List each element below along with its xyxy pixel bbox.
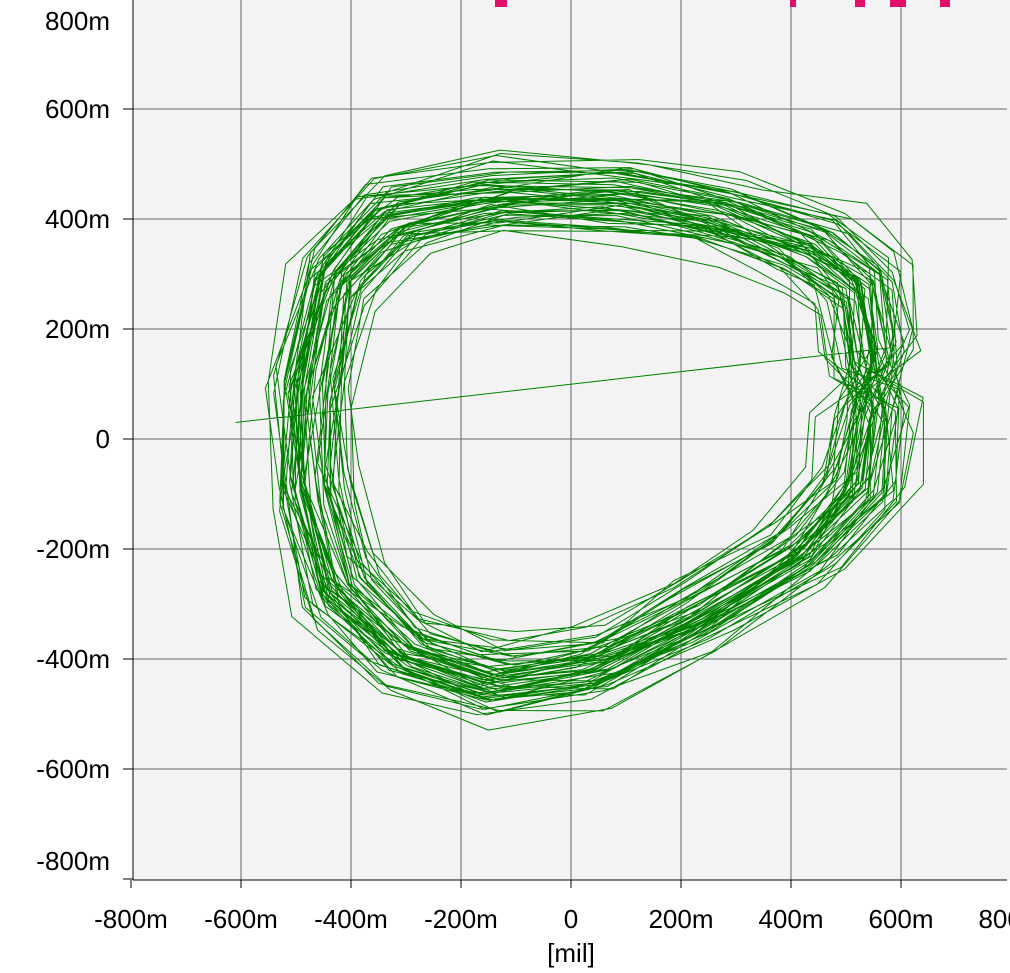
x-tick-label: 600m bbox=[868, 904, 933, 934]
x-tick-label: 800m bbox=[978, 904, 1010, 934]
x-tick-label: 400m bbox=[758, 904, 823, 934]
x-tick-labels: -800m -600m -400m -200m 0 200m 400m 600m 800m bbox=[94, 904, 1010, 934]
x-tick-label: 0 bbox=[564, 904, 578, 934]
x-tick-label: -600m bbox=[204, 904, 278, 934]
title-fragment bbox=[790, 0, 796, 7]
y-tick-label: 800m bbox=[45, 6, 110, 36]
title-fragment bbox=[940, 0, 950, 7]
title-fragment bbox=[495, 0, 507, 7]
x-tick-label: -400m bbox=[314, 904, 388, 934]
y-tick-labels: 800m 600m 400m 200m 0 -200m -400m -600m -800m bbox=[36, 6, 110, 876]
y-tick-label: -800m bbox=[36, 846, 110, 876]
title-fragment bbox=[855, 0, 865, 7]
y-tick-label: 600m bbox=[45, 94, 110, 124]
y-tick-label: 400m bbox=[45, 204, 110, 234]
x-axis-label: [mil] bbox=[547, 938, 595, 968]
x-tick-label: -800m bbox=[94, 904, 168, 934]
y-tick-label: 200m bbox=[45, 314, 110, 344]
x-tick-label: 200m bbox=[648, 904, 713, 934]
y-tick-label: 0 bbox=[96, 424, 110, 454]
y-tick-label: -400m bbox=[36, 644, 110, 674]
y-tick-label: -200m bbox=[36, 534, 110, 564]
x-tick-label: -200m bbox=[424, 904, 498, 934]
title-fragment bbox=[890, 0, 906, 7]
y-tick-label: -600m bbox=[36, 754, 110, 784]
